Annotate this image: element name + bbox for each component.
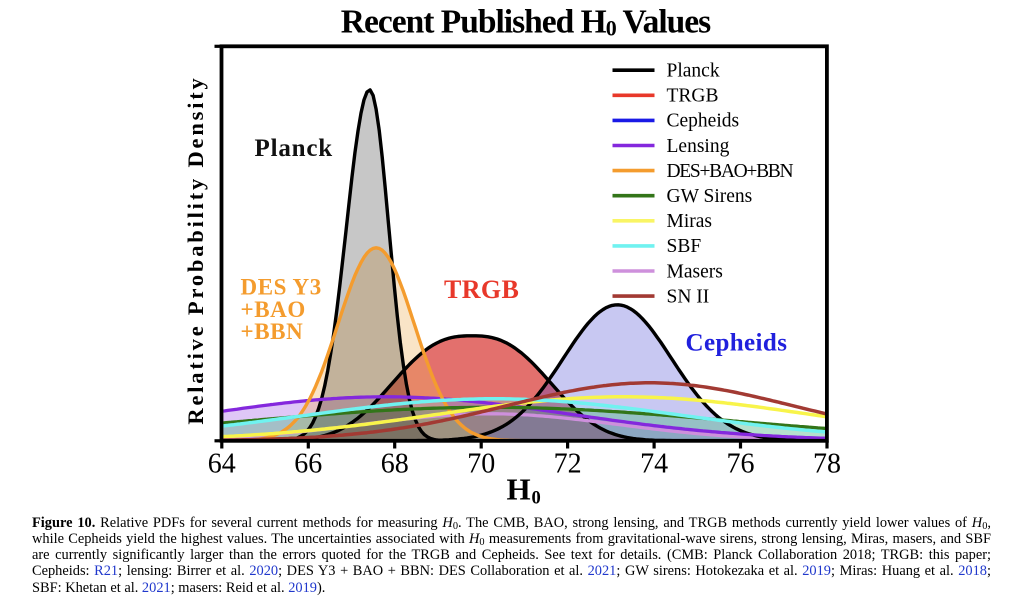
svg-text:0: 0 — [532, 489, 541, 506]
svg-text:+BAO: +BAO — [241, 297, 306, 322]
svg-text:+BBN: +BBN — [241, 319, 304, 344]
svg-text:DES Y3: DES Y3 — [241, 275, 322, 300]
svg-text:TRGB: TRGB — [444, 275, 519, 304]
svg-text:70: 70 — [467, 449, 495, 480]
svg-text:Masers: Masers — [667, 261, 723, 282]
svg-text:Planck: Planck — [255, 135, 333, 162]
svg-text:Lensing: Lensing — [667, 136, 730, 157]
svg-text:66: 66 — [294, 449, 322, 480]
svg-text:H: H — [506, 472, 530, 506]
svg-text:GW Sirens: GW Sirens — [667, 186, 753, 207]
svg-text:TRGB: TRGB — [667, 86, 719, 107]
svg-text:64: 64 — [208, 449, 236, 480]
svg-text:Miras: Miras — [667, 211, 713, 232]
svg-text:Cepheids: Cepheids — [667, 111, 740, 132]
svg-text:74: 74 — [640, 449, 668, 480]
svg-text:DES+BAO+BBN: DES+BAO+BBN — [667, 161, 794, 182]
svg-text:68: 68 — [381, 449, 409, 480]
svg-text:72: 72 — [554, 449, 582, 480]
svg-text:76: 76 — [727, 449, 755, 480]
svg-text:Recent Published H0 Values: Recent Published H0 Values — [341, 4, 711, 41]
svg-text:SN II: SN II — [667, 286, 710, 307]
svg-text:Relative Probability Density: Relative Probability Density — [183, 75, 208, 424]
svg-text:Cepheids: Cepheids — [686, 330, 788, 357]
svg-text:78: 78 — [813, 449, 841, 480]
svg-text:SBF: SBF — [667, 236, 702, 257]
svg-text:Planck: Planck — [667, 61, 720, 82]
